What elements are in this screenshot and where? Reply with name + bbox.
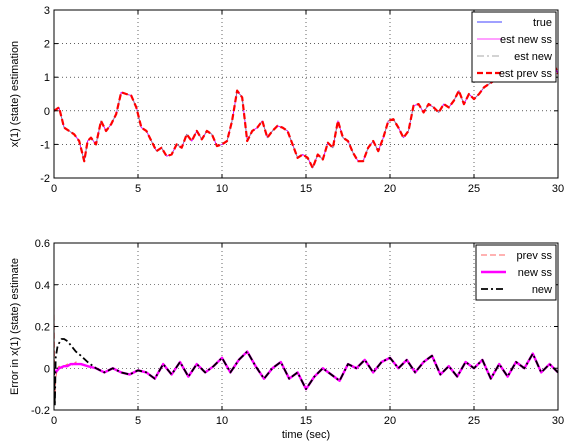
- chart-1-x-axis-label: time (sec): [282, 429, 330, 441]
- chart-1-legend: prev ss new ss new: [475, 244, 557, 301]
- chart-0-y-tick-label: 1: [44, 72, 50, 84]
- chart-0-legend-label-3: est new: [514, 51, 552, 63]
- chart-1-series-line-3: [54, 338, 558, 407]
- chart-1-y-tick-label: -0.2: [31, 405, 50, 417]
- chart-0-legend: true est new ss est new est prev ss: [471, 11, 557, 83]
- chart-0-y-tick-label: 0: [44, 106, 50, 118]
- chart-1-legend-label-1: prev ss: [517, 250, 553, 262]
- chart-0-x-tick-label: 15: [300, 183, 312, 195]
- chart-1-x-tick-label: 25: [468, 415, 480, 427]
- chart-1-x-tick-label: 10: [216, 415, 228, 427]
- chart-1-legend-label-2: new ss: [518, 267, 553, 279]
- chart-1-y-tick-label: 0.6: [35, 238, 50, 250]
- chart-1-x-tick-label: 0: [51, 415, 57, 427]
- chart-0-series-group: [54, 62, 558, 170]
- chart-1-legend-label-3: new: [532, 284, 552, 296]
- chart-0-x-tick-label: 0: [51, 183, 57, 195]
- chart-0-series-line-4: [54, 62, 558, 170]
- chart-0-x-tick-label: 5: [135, 183, 141, 195]
- chart-1-x-tick-label: 5: [135, 415, 141, 427]
- chart-0-x-tick-label: 30: [552, 183, 564, 195]
- chart-1-x-tick-label: 30: [552, 415, 564, 427]
- chart-0-y-tick-label: 2: [44, 39, 50, 51]
- chart-1-series-group: [54, 305, 558, 407]
- chart-0-x-tick-label: 20: [384, 183, 396, 195]
- chart-1-y-tick-label: 0.4: [35, 280, 50, 292]
- chart-0-x-tick-label: 10: [216, 183, 228, 195]
- chart-0-y-tick-label: -1: [40, 139, 50, 151]
- chart-0-legend-label-4: est prev ss: [499, 68, 553, 80]
- chart-0-y-tick-label: -2: [40, 173, 50, 185]
- chart-1-y-axis-label: Error in x(1) (state) estimate: [9, 258, 21, 395]
- chart-1-y-tick-label: 0: [44, 363, 50, 375]
- top-plot: 0 5 10 15 20 25 30 -2 -1 0 1 2 3 x(1) (state) estimat…: [9, 5, 564, 195]
- chart-0-y-axis-label: x(1) (state) estimation: [9, 41, 21, 147]
- chart-0-y-tick-label: 3: [44, 5, 50, 17]
- chart-1-y-tick-label: 0.2: [35, 322, 50, 334]
- chart-0-legend-label-2: est new ss: [500, 34, 552, 46]
- chart-1-x-tick-label: 15: [300, 415, 312, 427]
- chart-0-legend-label-1: true: [533, 17, 552, 29]
- chart-1-x-tick-label: 20: [384, 415, 396, 427]
- chart-0-x-tick-label: 25: [468, 183, 480, 195]
- chart-0-legend-box: [471, 11, 557, 83]
